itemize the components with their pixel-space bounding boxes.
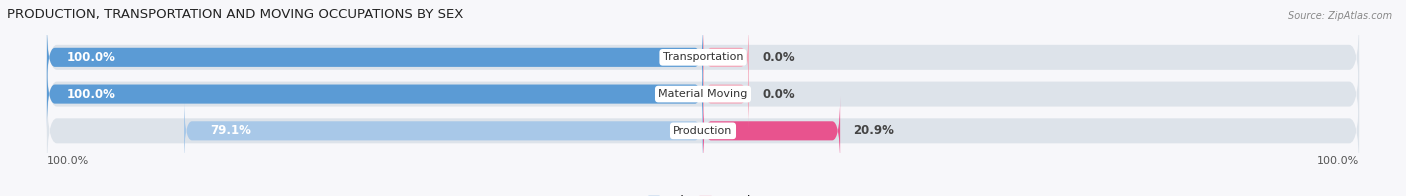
Legend: Male, Female: Male, Female (648, 195, 758, 196)
Text: 79.1%: 79.1% (211, 124, 252, 137)
Text: 20.9%: 20.9% (853, 124, 894, 137)
Text: 100.0%: 100.0% (1317, 156, 1360, 166)
Text: PRODUCTION, TRANSPORTATION AND MOVING OCCUPATIONS BY SEX: PRODUCTION, TRANSPORTATION AND MOVING OC… (7, 8, 464, 21)
FancyBboxPatch shape (46, 60, 703, 129)
FancyBboxPatch shape (703, 96, 841, 165)
FancyBboxPatch shape (46, 88, 1360, 173)
Text: Source: ZipAtlas.com: Source: ZipAtlas.com (1288, 11, 1392, 21)
FancyBboxPatch shape (184, 96, 703, 165)
Text: Production: Production (673, 126, 733, 136)
Text: Material Moving: Material Moving (658, 89, 748, 99)
FancyBboxPatch shape (46, 51, 1360, 137)
Text: 100.0%: 100.0% (66, 88, 115, 101)
FancyBboxPatch shape (46, 15, 1360, 100)
Text: 0.0%: 0.0% (762, 51, 794, 64)
Text: 100.0%: 100.0% (66, 51, 115, 64)
FancyBboxPatch shape (703, 23, 749, 92)
Text: Transportation: Transportation (662, 52, 744, 62)
FancyBboxPatch shape (703, 60, 749, 129)
Text: 100.0%: 100.0% (46, 156, 89, 166)
FancyBboxPatch shape (46, 23, 703, 92)
Text: 0.0%: 0.0% (762, 88, 794, 101)
